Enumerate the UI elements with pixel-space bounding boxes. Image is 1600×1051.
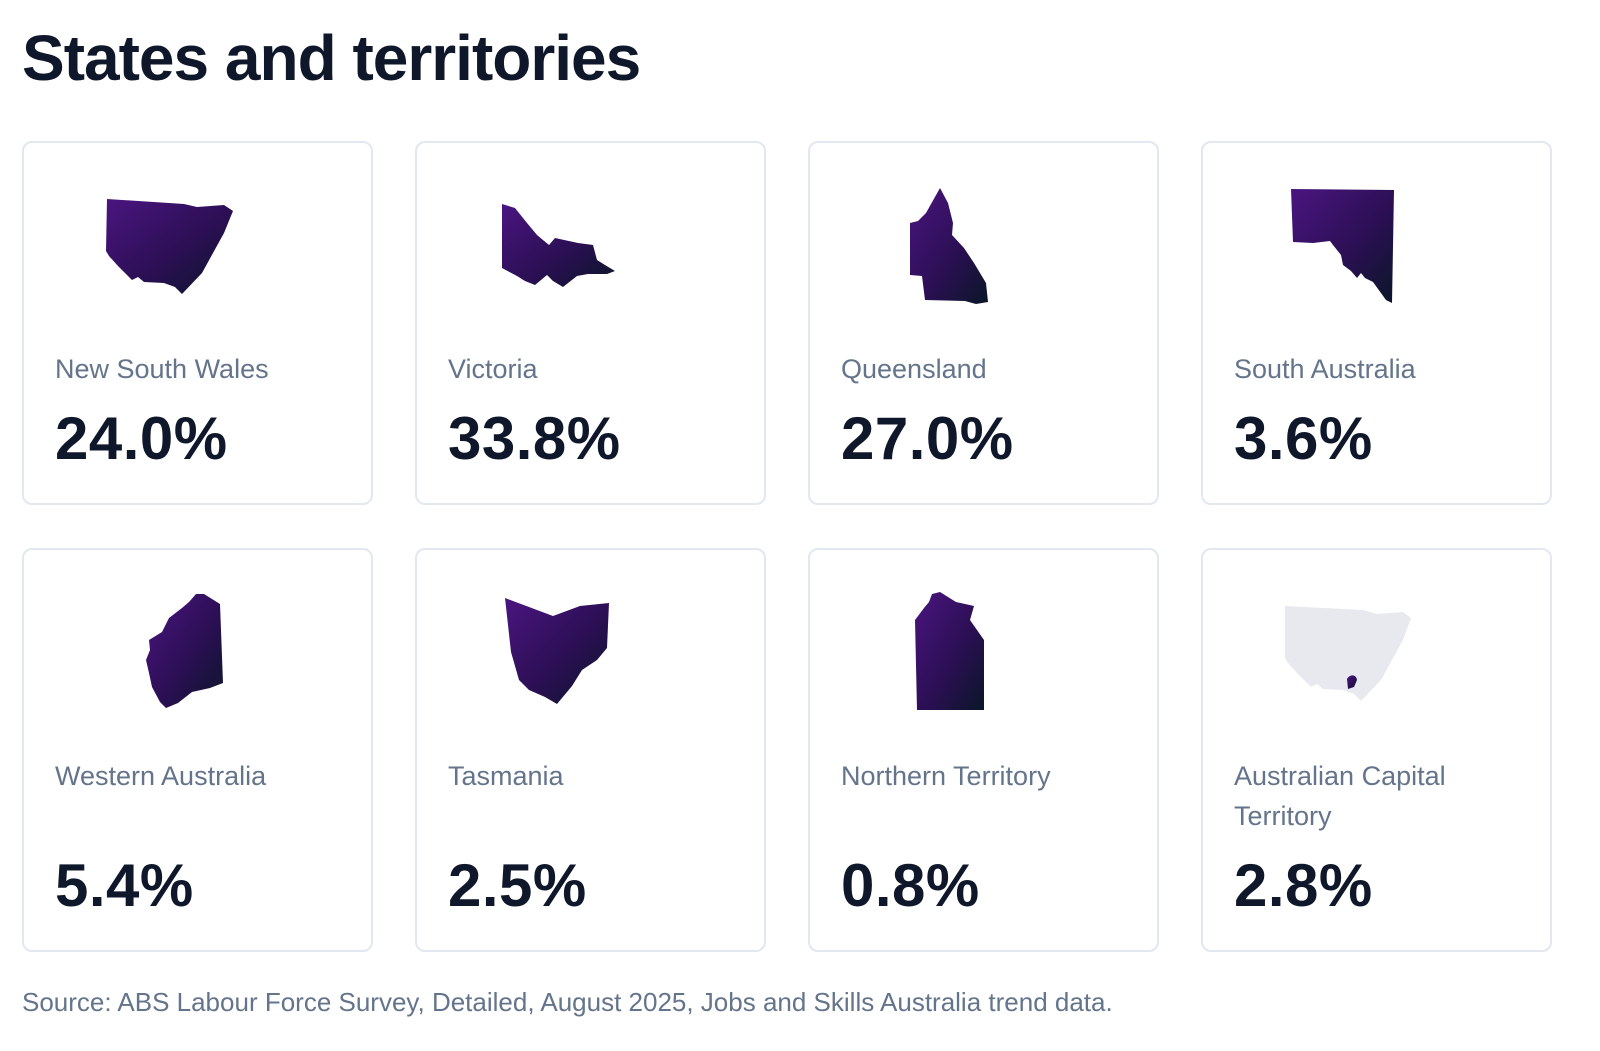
state-value: 27.0% bbox=[841, 405, 1014, 472]
state-value: 3.6% bbox=[1234, 405, 1373, 472]
state-name: Australian Capital Territory bbox=[1234, 761, 1446, 831]
vic-map-icon bbox=[502, 204, 615, 287]
state-card-nt: Northern Territory 0.8% bbox=[808, 548, 1159, 952]
state-name: Queensland bbox=[841, 354, 987, 384]
page-title: States and territories bbox=[22, 22, 641, 94]
state-name: Victoria bbox=[448, 354, 538, 384]
act-map-icon bbox=[1285, 606, 1411, 701]
state-value: 24.0% bbox=[55, 405, 228, 472]
source-note: Source: ABS Labour Force Survey, Detaile… bbox=[22, 987, 1113, 1017]
state-value: 0.8% bbox=[841, 852, 980, 919]
states-grid: New South Wales 24.0% Victoria 33.8% Que… bbox=[22, 141, 1580, 952]
state-card-sa: South Australia 3.6% bbox=[1201, 141, 1552, 505]
state-name: New South Wales bbox=[55, 354, 269, 384]
state-card-act: Australian Capital Territory 2.8% bbox=[1201, 548, 1552, 952]
state-value: 5.4% bbox=[55, 852, 194, 919]
qld-map-icon bbox=[910, 188, 988, 304]
state-name: Northern Territory bbox=[841, 761, 1051, 791]
nt-map-icon bbox=[915, 592, 984, 710]
nsw-map-icon bbox=[106, 199, 233, 294]
sa-map-icon bbox=[1291, 189, 1394, 303]
state-card-tas: Tasmania 2.5% bbox=[415, 548, 766, 952]
state-name: Western Australia bbox=[55, 761, 267, 791]
state-name: South Australia bbox=[1234, 354, 1416, 384]
state-card-vic: Victoria 33.8% bbox=[415, 141, 766, 505]
state-card-qld: Queensland 27.0% bbox=[808, 141, 1159, 505]
state-card-nsw: New South Wales 24.0% bbox=[22, 141, 373, 505]
wa-map-icon bbox=[146, 594, 223, 708]
state-card-wa: Western Australia 5.4% bbox=[22, 548, 373, 952]
state-name: Tasmania bbox=[448, 761, 564, 791]
state-value: 2.8% bbox=[1234, 852, 1373, 919]
state-value: 2.5% bbox=[448, 852, 587, 919]
state-value: 33.8% bbox=[448, 405, 621, 472]
tas-map-icon bbox=[505, 598, 609, 704]
